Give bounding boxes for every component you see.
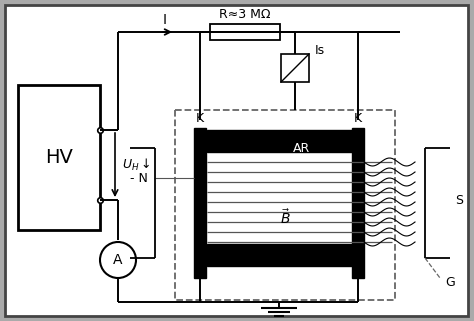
Bar bbox=[194, 128, 206, 278]
Text: $\vec{B}$: $\vec{B}$ bbox=[280, 209, 291, 227]
Bar bbox=[207, 130, 352, 152]
Bar bbox=[210, 24, 280, 40]
Bar bbox=[352, 128, 364, 278]
Text: A: A bbox=[113, 253, 123, 267]
Text: K: K bbox=[196, 111, 204, 125]
Text: I: I bbox=[163, 13, 167, 27]
Bar bbox=[207, 244, 352, 266]
Text: K: K bbox=[354, 111, 362, 125]
Text: $U_H\downarrow$: $U_H\downarrow$ bbox=[122, 157, 150, 173]
Text: G: G bbox=[445, 275, 455, 289]
Bar bbox=[18, 85, 100, 230]
Text: R≈3 MΩ: R≈3 MΩ bbox=[219, 7, 271, 21]
Text: - N: - N bbox=[130, 171, 148, 185]
Text: HV: HV bbox=[45, 148, 73, 167]
Text: Is: Is bbox=[315, 44, 325, 56]
Bar bbox=[281, 54, 309, 82]
Text: P: P bbox=[276, 254, 284, 266]
Text: AR: AR bbox=[292, 142, 310, 154]
Text: S: S bbox=[455, 194, 463, 206]
Bar bbox=[175, 110, 395, 300]
